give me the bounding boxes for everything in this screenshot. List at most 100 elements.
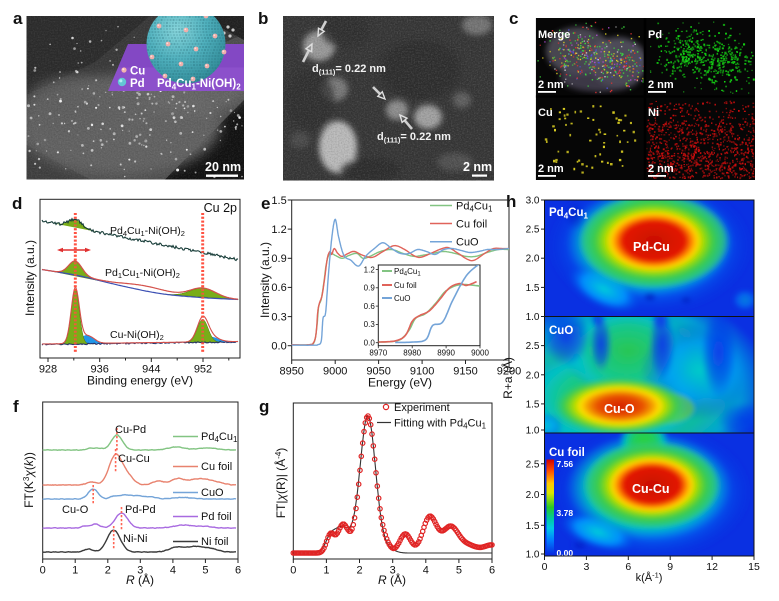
svg-text:1.2: 1.2 — [271, 224, 286, 236]
svg-text:9: 9 — [667, 561, 673, 573]
svg-text:9100: 9100 — [410, 366, 434, 378]
svg-text:5: 5 — [202, 565, 208, 577]
svg-text:Pd-Pd: Pd-Pd — [125, 504, 156, 516]
svg-text:Pd4Cu1: Pd4Cu1 — [456, 201, 493, 214]
svg-text:3: 3 — [390, 565, 396, 577]
svg-text:9050: 9050 — [366, 366, 390, 378]
svg-text:8990: 8990 — [437, 349, 455, 358]
svg-text:936: 936 — [91, 364, 109, 376]
svg-text:Intensity (a.u.): Intensity (a.u.) — [258, 242, 272, 318]
svg-text:Cu foil: Cu foil — [456, 219, 487, 231]
svg-text:R (Å): R (Å) — [378, 572, 406, 587]
svg-text:8950: 8950 — [279, 366, 303, 378]
svg-text:Experiment: Experiment — [394, 402, 450, 414]
svg-text:3: 3 — [137, 565, 143, 577]
svg-text:1.5: 1.5 — [526, 521, 540, 532]
svg-text:0.9: 0.9 — [364, 284, 376, 293]
svg-text:9200: 9200 — [497, 366, 521, 378]
svg-text:CuO: CuO — [201, 487, 224, 499]
svg-text:0.0: 0.0 — [364, 339, 376, 348]
svg-text:b: b — [258, 9, 268, 28]
svg-text:Pd4Cu1: Pd4Cu1 — [549, 207, 589, 220]
svg-text:2.5: 2.5 — [526, 225, 540, 236]
svg-text:Pd4Cu1-Ni(OH)2: Pd4Cu1-Ni(OH)2 — [110, 225, 185, 238]
svg-text:944: 944 — [142, 364, 160, 376]
svg-text:7.56: 7.56 — [557, 459, 574, 469]
svg-text:Pd: Pd — [648, 29, 662, 41]
svg-text:6: 6 — [489, 565, 495, 577]
svg-text:0.3: 0.3 — [271, 311, 286, 323]
svg-text:Cu-O: Cu-O — [62, 504, 89, 516]
svg-text:15: 15 — [748, 561, 760, 573]
svg-text:2 nm: 2 nm — [648, 79, 674, 91]
svg-text:1.0: 1.0 — [526, 550, 540, 561]
svg-text:Pd foil: Pd foil — [201, 511, 232, 523]
svg-text:12: 12 — [706, 561, 718, 573]
svg-text:a: a — [13, 9, 23, 28]
svg-text:Ni foil: Ni foil — [201, 536, 229, 548]
svg-text:1: 1 — [72, 565, 78, 577]
svg-text:d: d — [12, 194, 22, 213]
svg-text:9150: 9150 — [453, 366, 477, 378]
svg-text:Pd: Pd — [130, 78, 145, 90]
svg-text:0: 0 — [542, 561, 548, 573]
svg-text:e: e — [261, 194, 270, 213]
svg-text:0: 0 — [40, 565, 46, 577]
svg-text:Cu-Cu: Cu-Cu — [118, 453, 150, 465]
svg-text:1.5: 1.5 — [526, 399, 540, 410]
svg-text:3: 3 — [583, 561, 589, 573]
svg-text:Pd1Cu1-Ni(OH)2: Pd1Cu1-Ni(OH)2 — [105, 267, 180, 280]
svg-text:2 nm: 2 nm — [538, 79, 564, 91]
svg-text:Cu-Ni(OH)2: Cu-Ni(OH)2 — [110, 329, 164, 342]
svg-text:FT|χ(R)| (Å-4): FT|χ(R)| (Å-4) — [273, 448, 288, 519]
svg-text:Pd4Cu1: Pd4Cu1 — [201, 431, 238, 444]
svg-text:2 nm: 2 nm — [538, 163, 564, 175]
svg-text:Cu foil: Cu foil — [394, 281, 417, 290]
svg-text:1: 1 — [323, 565, 329, 577]
svg-text:R+a (Å): R+a (Å) — [500, 357, 515, 399]
svg-text:2.0: 2.0 — [526, 254, 540, 265]
svg-text:0.00: 0.00 — [557, 548, 574, 558]
svg-text:6: 6 — [625, 561, 631, 573]
svg-text:Cu foil: Cu foil — [201, 461, 232, 473]
svg-text:d(111)= 0.22 nm: d(111)= 0.22 nm — [377, 131, 451, 145]
svg-text:g: g — [259, 397, 269, 416]
svg-text:0.6: 0.6 — [364, 302, 376, 311]
svg-text:2.5: 2.5 — [526, 459, 540, 470]
svg-text:2 nm: 2 nm — [463, 160, 492, 174]
svg-text:0.0: 0.0 — [271, 341, 286, 353]
svg-text:Ni-Ni: Ni-Ni — [123, 533, 147, 545]
svg-text:952: 952 — [194, 364, 212, 376]
svg-text:f: f — [13, 397, 19, 416]
svg-text:Cu: Cu — [130, 66, 145, 78]
svg-text:8970: 8970 — [369, 349, 387, 358]
svg-text:Pd-Cu: Pd-Cu — [633, 240, 670, 254]
svg-text:Cu 2p: Cu 2p — [204, 201, 237, 215]
svg-text:8980: 8980 — [403, 349, 421, 358]
svg-text:4: 4 — [170, 565, 176, 577]
svg-text:Cu-Cu: Cu-Cu — [632, 482, 670, 496]
svg-text:1.2: 1.2 — [364, 265, 376, 274]
svg-text:Fitting with Pd4Cu1: Fitting with Pd4Cu1 — [394, 418, 487, 431]
svg-text:h: h — [506, 192, 516, 211]
svg-text:1.5: 1.5 — [271, 195, 286, 207]
svg-text:Merge: Merge — [538, 29, 570, 41]
svg-text:3.78: 3.78 — [557, 508, 574, 518]
svg-text:Binding energy (eV): Binding energy (eV) — [87, 374, 193, 388]
svg-text:Cu foil: Cu foil — [549, 447, 585, 459]
svg-text:Cu: Cu — [538, 107, 553, 119]
svg-text:2.0: 2.0 — [526, 490, 540, 501]
svg-text:Cu-Pd: Cu-Pd — [115, 424, 146, 436]
svg-text:928: 928 — [39, 364, 57, 376]
svg-text:1.0: 1.0 — [526, 312, 540, 323]
svg-text:R (Å): R (Å) — [126, 572, 154, 587]
svg-text:2 nm: 2 nm — [648, 163, 674, 175]
svg-text:2.0: 2.0 — [526, 370, 540, 381]
svg-text:4: 4 — [423, 565, 429, 577]
svg-text:Pd4Cu1: Pd4Cu1 — [394, 267, 421, 278]
svg-text:9000: 9000 — [471, 349, 489, 358]
svg-text:1.5: 1.5 — [526, 283, 540, 294]
svg-text:Cu-O: Cu-O — [604, 402, 635, 416]
svg-text:9000: 9000 — [323, 366, 347, 378]
svg-text:k(Å-1): k(Å-1) — [636, 571, 663, 585]
